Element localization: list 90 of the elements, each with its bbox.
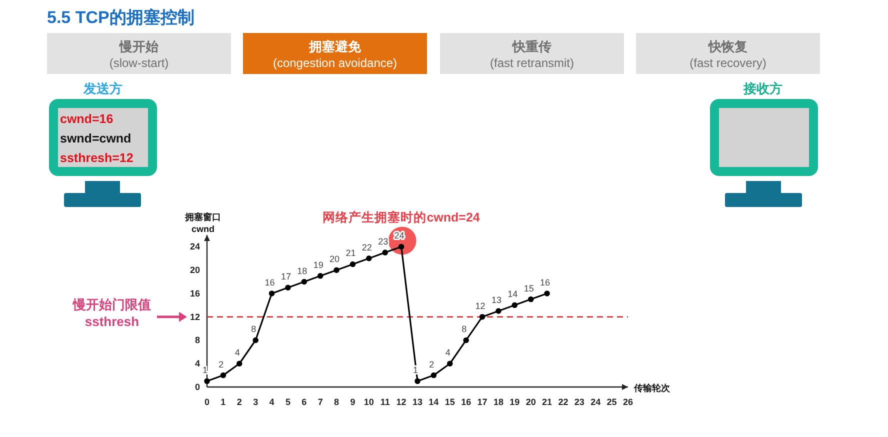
x-tick-label: 20 <box>526 397 536 407</box>
text: 接收方 <box>742 81 782 96</box>
data-label: 19 <box>313 260 324 270</box>
point <box>350 261 356 268</box>
x-tick-label: 23 <box>574 397 584 407</box>
y-tick-label: 8 <box>194 335 200 346</box>
x-tick-label: 25 <box>606 397 617 407</box>
chart-title: 5.5 TCP的拥塞控制 <box>47 8 194 27</box>
y-axis-title: 拥塞窗口 cwnd <box>184 212 221 234</box>
data-label: 20 <box>330 254 340 264</box>
point <box>463 337 469 344</box>
x-tick-label: 16 <box>461 397 472 407</box>
x-tick-label: 26 <box>622 397 634 407</box>
data-label: 4 <box>234 348 240 358</box>
data-label: 13 <box>491 295 502 305</box>
annotation: 网络产生拥塞时的cwnd=24 <box>322 210 480 225</box>
x-tick-label: 24 <box>590 397 601 407</box>
text: 慢开始门限值 ssthresh <box>72 296 151 329</box>
x-tick-label: 6 <box>302 397 307 407</box>
data-label: 23 <box>378 236 388 247</box>
y-tick-label: 24 <box>190 242 200 252</box>
x-tick-label: 3 <box>253 397 258 407</box>
data-label: 8 <box>462 324 467 334</box>
point <box>382 250 388 256</box>
text: 快恢复 (fast recovery) <box>690 39 766 70</box>
data-label: 8 <box>251 324 256 334</box>
text: 发送方 <box>82 81 122 96</box>
point <box>301 278 308 285</box>
point <box>447 360 453 366</box>
text: 慢开始 (slow-start) <box>109 39 169 70</box>
x-tick-label: 5 <box>285 397 290 407</box>
x-tick-label: 14 <box>428 397 439 407</box>
x-tick-label: 0 <box>204 397 210 407</box>
point <box>220 372 226 378</box>
point <box>334 267 340 273</box>
text: swnd=cwnd <box>60 132 132 146</box>
data-label: 22 <box>362 242 372 252</box>
point <box>528 296 534 302</box>
data-label: 12 <box>475 300 486 311</box>
point <box>479 314 486 320</box>
data-label: 16 <box>264 277 275 288</box>
point <box>398 244 404 250</box>
data-label: 2 <box>218 359 224 370</box>
x-tick-label: 2 <box>236 397 242 407</box>
data-label: 14 <box>508 289 518 300</box>
x-tick-label: 18 <box>493 397 504 407</box>
x-tick-label: 17 <box>477 397 488 407</box>
y-tick-label: 16 <box>190 288 200 298</box>
x-tick-label: 11 <box>380 397 390 407</box>
x-axis-title: 传输轮次 <box>633 383 671 393</box>
data-label: 2 <box>429 359 434 370</box>
point <box>496 308 502 314</box>
point <box>317 273 324 279</box>
text: ssthresh=12 <box>60 151 134 165</box>
y-tick-label: 4 <box>194 358 200 369</box>
point <box>285 284 291 290</box>
point <box>204 378 210 384</box>
data-label: 21 <box>346 248 356 258</box>
x-tick-label: 13 <box>412 397 423 407</box>
x-tick-label: 19 <box>510 397 520 407</box>
x-tick-label: 15 <box>444 397 455 407</box>
x-tick-label: 21 <box>542 397 552 407</box>
text: 快重传 (fast retransmit) <box>490 39 574 70</box>
x-tick-label: 8 <box>334 397 340 407</box>
point <box>252 337 258 344</box>
x-tick-label: 10 <box>364 397 374 407</box>
point <box>512 302 518 308</box>
data-label: 18 <box>297 266 308 276</box>
text: cwnd=16 <box>60 112 114 126</box>
x-tick-label: 1 <box>220 397 226 407</box>
data-label: 17 <box>280 272 291 282</box>
text: 拥塞避免 (congestion avoidance) <box>272 39 398 70</box>
point <box>268 290 275 296</box>
point <box>430 372 437 378</box>
y-tick-label: 20 <box>190 265 200 276</box>
x-tick-label: 9 <box>350 397 356 407</box>
data-label: 15 <box>524 283 534 294</box>
data-label: 24 <box>394 230 404 241</box>
x-tick-label: 22 <box>558 397 568 407</box>
point <box>544 290 550 296</box>
point <box>414 378 420 384</box>
x-tick-label: 7 <box>318 397 323 407</box>
x-tick-label: 12 <box>396 397 406 407</box>
y-tick-label: 12 <box>190 312 200 322</box>
data-label: 4 <box>445 348 450 358</box>
point <box>366 256 372 262</box>
x-tick-label: 4 <box>269 397 274 407</box>
point <box>236 360 242 366</box>
data-label: 16 <box>540 277 550 288</box>
y-tick-label: 0 <box>194 382 200 392</box>
